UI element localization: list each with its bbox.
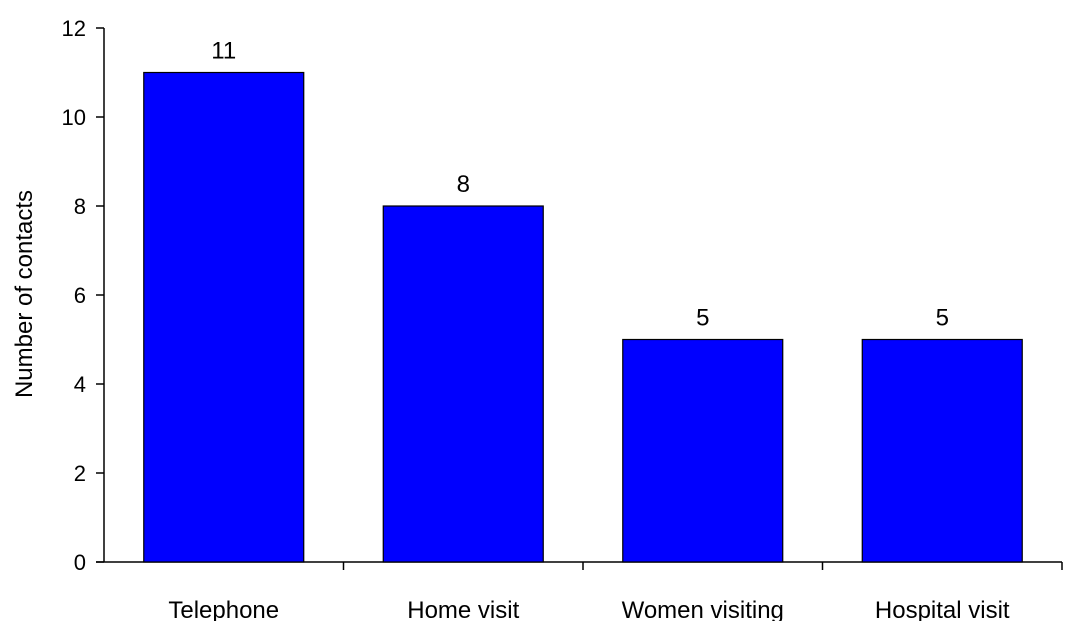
bar xyxy=(622,338,784,563)
x-tick-label: Home visit xyxy=(407,597,519,621)
bars xyxy=(143,71,1023,563)
data-label: 5 xyxy=(696,305,709,332)
y-axis-title: Number of contacts xyxy=(11,190,38,398)
y-tick-label: 6 xyxy=(74,283,86,308)
bar xyxy=(382,205,544,563)
data-label: 5 xyxy=(936,305,949,332)
y-tick-label: 8 xyxy=(74,194,86,219)
data-label: 11 xyxy=(211,38,236,65)
labels: 11 Telephone 8 Home visit 5 Women visiting 5 Ho… xyxy=(168,38,1010,625)
x-tick-label: Women visiting xyxy=(622,597,784,621)
data-label: 8 xyxy=(457,171,470,198)
bar xyxy=(861,338,1023,563)
y-tick-label: 10 xyxy=(62,105,86,130)
y-tick-label: 12 xyxy=(62,16,86,41)
y-tick-label: 2 xyxy=(74,461,86,486)
x-tick-label: Hospital visit xyxy=(875,597,1010,621)
y-tick-label: 0 xyxy=(74,550,86,575)
y-tick-label: 4 xyxy=(74,372,86,397)
bar xyxy=(143,71,305,563)
x-tick-label: Telephone xyxy=(168,597,279,621)
